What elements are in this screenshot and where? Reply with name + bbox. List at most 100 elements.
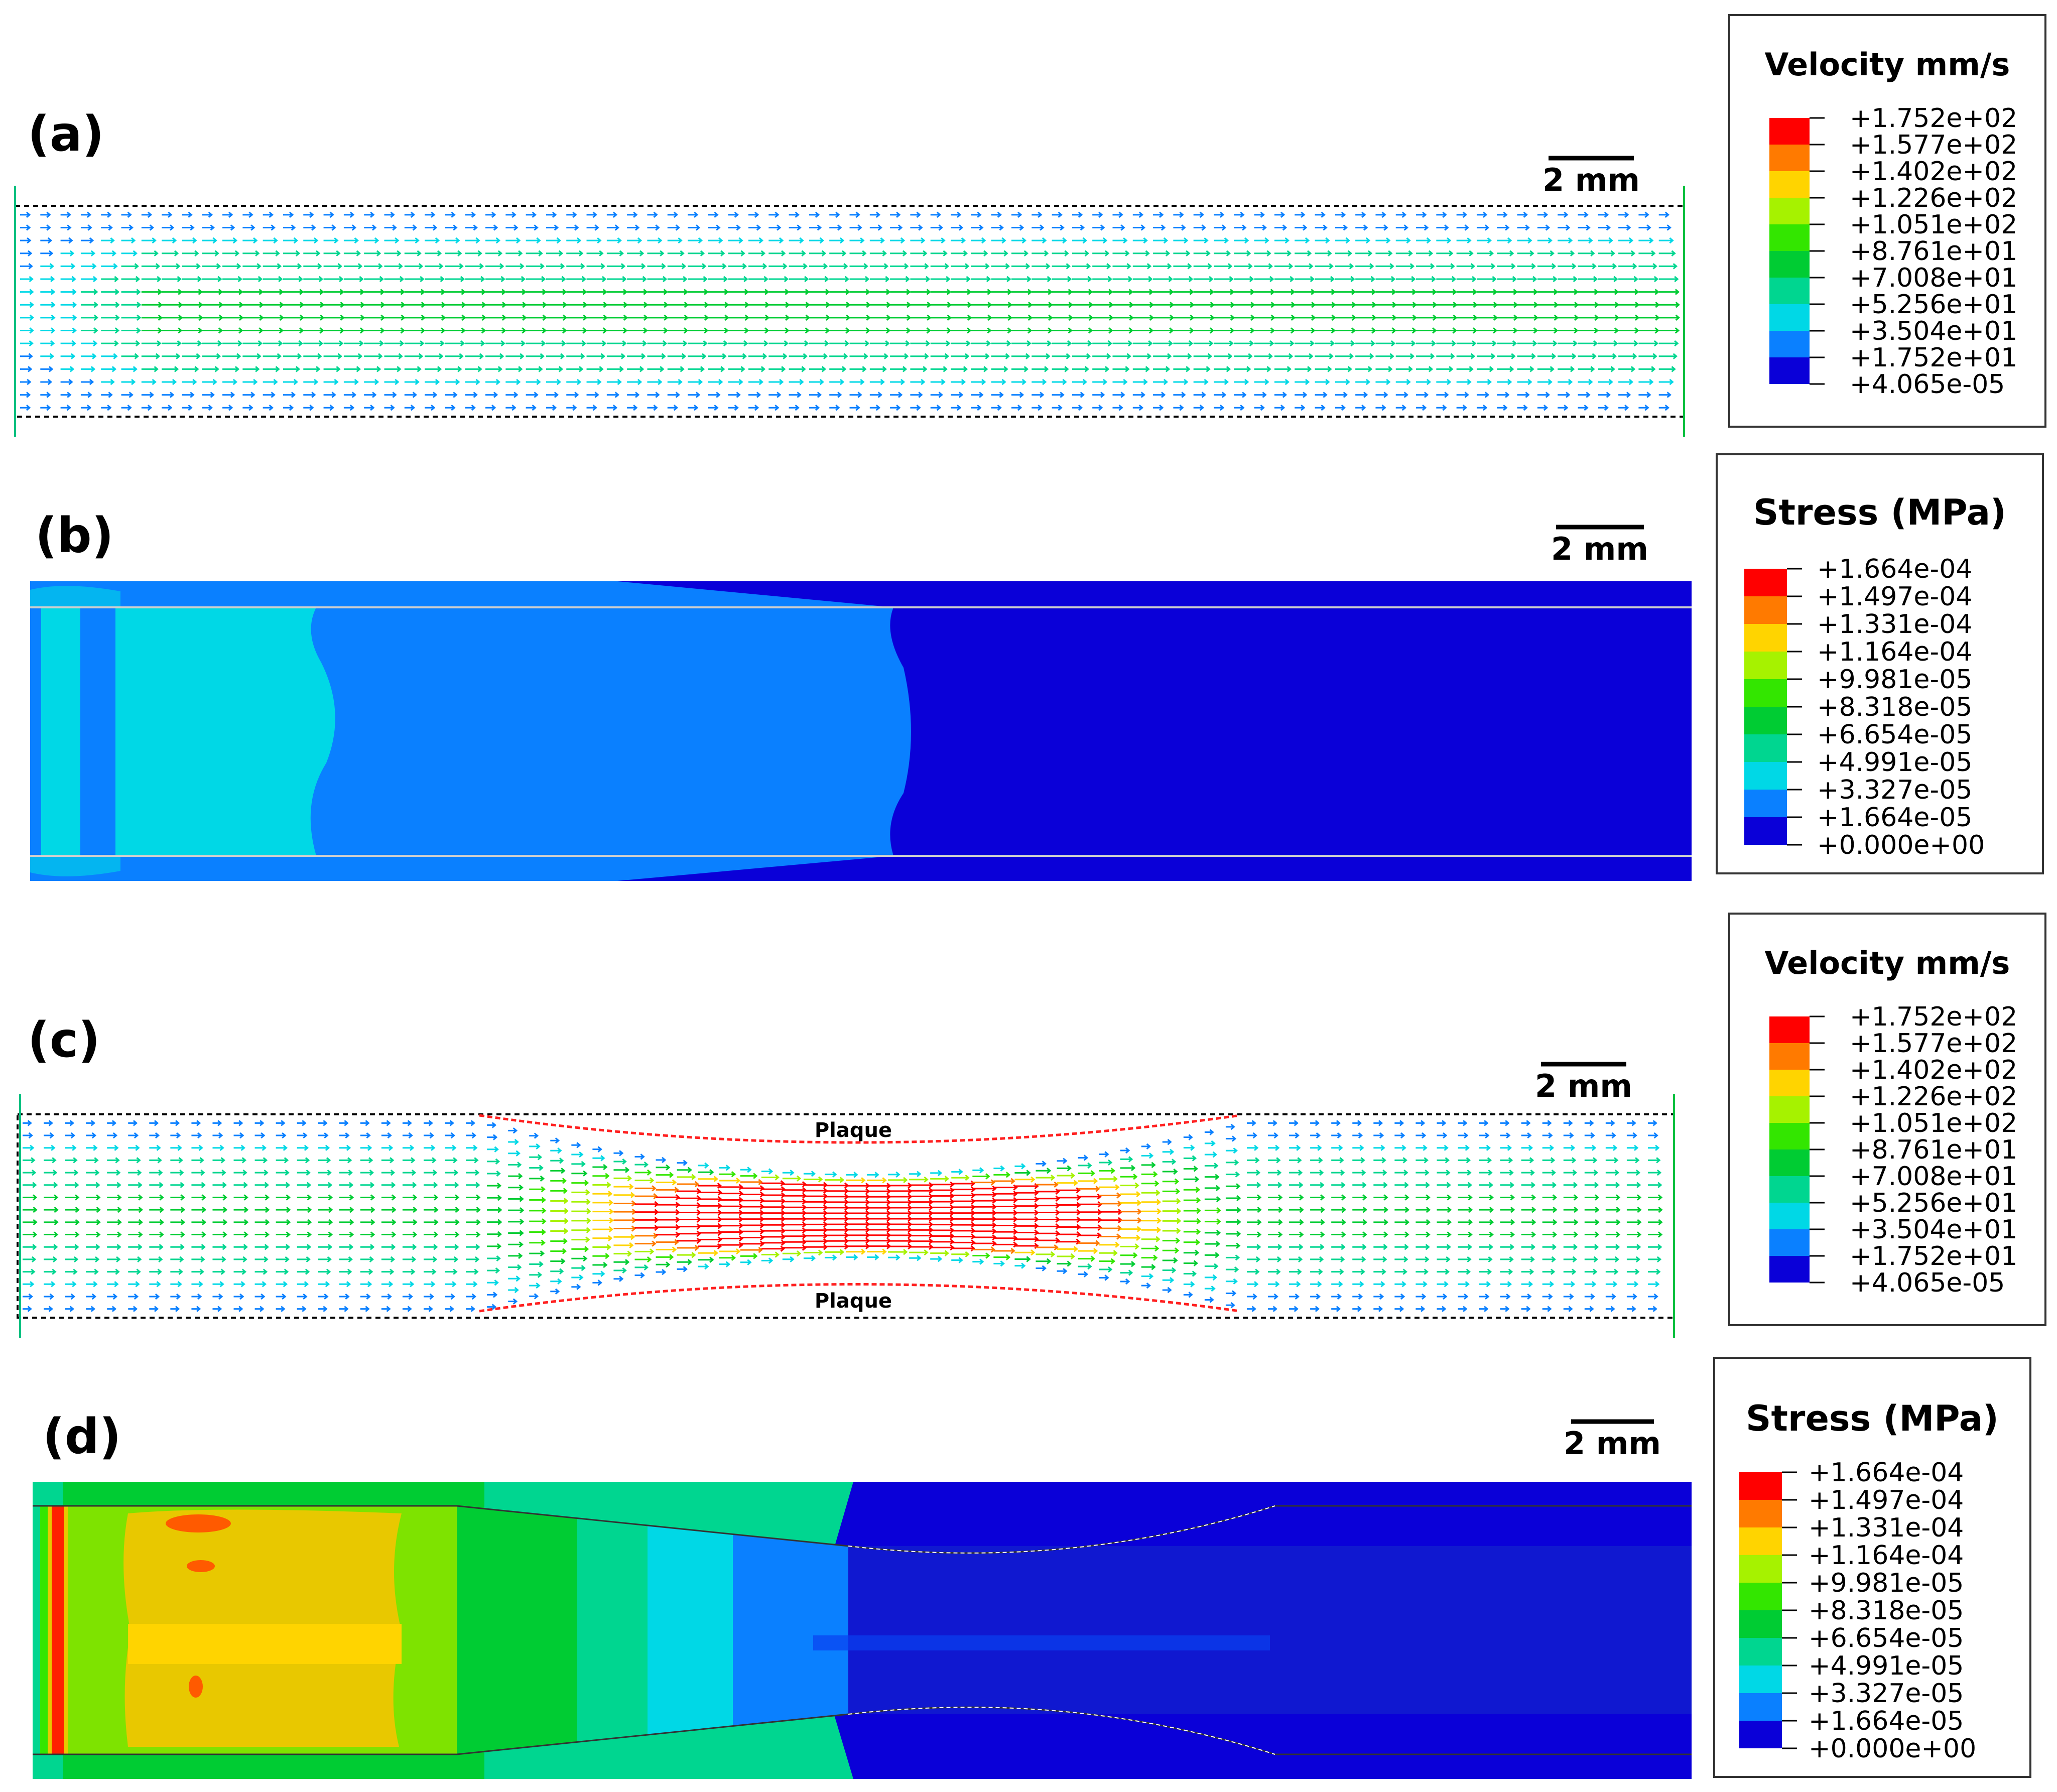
panel-b-legend-tick-label: +1.164e-04 [1817,637,1972,667]
panel-b-legend-tick-label: +4.991e-05 [1817,747,1972,778]
panel-d-legend-swatch [1739,1555,1782,1583]
panel-c-legend-title: Velocity mm/s [1765,945,2010,981]
panel-a-legend-tick-label: +1.577e+02 [1850,130,2017,160]
panel-b-legend-tick-label: +1.331e-04 [1817,609,1972,639]
panel-d-legend-swatch [1739,1693,1782,1721]
panel-d-stress-field: (d) 2 mm [33,1409,1692,1779]
panel-b-legend-tick-label: +0.000e+00 [1817,830,1985,860]
panel-a-legend-swatch [1769,198,1810,224]
panel-a-legend-swatch [1769,357,1810,384]
panel-c-legend-tick-label: +8.761e+01 [1850,1135,2017,1165]
panel-c-legend-swatch [1769,1016,1810,1043]
panel-b-stress-field: (b) 2 mm [30,507,1692,881]
panel-d-legend-tick-label: +1.164e-04 [1809,1541,1964,1571]
panel-c-domain-outline [17,1113,1675,1319]
panel-b-scale-label: 2 mm [1551,531,1648,567]
panel-d-legend-tick-label: +4.991e-05 [1809,1651,1964,1681]
plaque-boundary-top [479,1114,1240,1144]
panel-d-legend-swatch [1739,1527,1782,1555]
panel-a-legend-swatch [1769,224,1810,251]
panel-b-legend-swatch [1744,790,1787,817]
panel-a-legend-tick-label: +1.051e+02 [1850,210,2017,240]
panel-c-legend-tick-label: +3.504e+01 [1850,1215,2017,1245]
panel-a-label: (a) [28,106,104,162]
panel-c-legend-tick-label: +1.402e+02 [1850,1055,2017,1085]
panel-a-legend-title: Velocity mm/s [1765,46,2010,83]
plaque-label-bottom: Plaque [815,1290,892,1313]
panel-a-legend-tick-label: +5.256e+01 [1850,290,2017,320]
panel-d-legend-swatch [1739,1500,1782,1527]
panel-d-legend-tick-label: +0.000e+00 [1809,1734,1976,1764]
panel-c-legend-tick-label: +1.577e+02 [1850,1029,2017,1059]
panel-b-legend-swatch [1744,652,1787,679]
panel-b-legend-tick-label: +8.318e-05 [1817,692,1972,722]
panel-a-legend-tick-label: +1.226e+02 [1850,183,2017,213]
panel-a-legend-tick-label: +1.752e+02 [1850,103,2017,134]
panel-a-legend-tick-label: +7.008e+01 [1850,263,2017,293]
panel-b-label: (b) [35,507,113,564]
panel-c-legend-tick-label: +4.065e-05 [1850,1268,2005,1298]
panel-a-legend: Velocity mm/s +1.752e+02+1.577e+02+1.402e… [1728,14,2046,428]
panel-b-legend-swatch [1744,569,1787,596]
panel-a-legend-swatch [1769,145,1810,171]
panel-a-vector-arrows [20,211,1680,411]
panel-d-legend-swatch [1739,1472,1782,1500]
panel-d-scale-label: 2 mm [1564,1425,1661,1462]
panel-c-legend-tick-label: +1.051e+02 [1850,1108,2017,1138]
panel-d-label: (d) [43,1409,121,1465]
panel-a-legend-tick-label: +8.761e+01 [1850,236,2017,267]
panel-c-legend-swatch [1769,1070,1810,1096]
panel-d-legend-swatch [1739,1610,1782,1638]
panel-d-legend-tick-label: +9.981e-05 [1809,1568,1964,1598]
panel-c-legend-swatch [1769,1256,1810,1283]
panel-c-scale-bar: 2 mm [1535,1062,1632,1104]
panel-c-legend: Velocity mm/s +1.752e+02+1.577e+02+1.402e… [1728,913,2046,1326]
panel-c-scale-label: 2 mm [1535,1068,1632,1104]
panel-c-legend-swatch [1769,1176,1810,1203]
panel-d-legend-tick-label: +1.497e-04 [1809,1485,1964,1515]
panel-d-legend-tick-label: +1.664e-05 [1809,1706,1964,1736]
panel-d-legend-swatch [1739,1638,1782,1666]
panel-a-legend-swatch [1769,171,1810,198]
panel-b-legend-swatch [1744,817,1787,845]
panel-c-vector-arrows [23,1120,1663,1312]
panel-d-legend-tick-label: +1.331e-04 [1809,1513,1964,1543]
panel-b-legend-tick-label: +3.327e-05 [1817,775,1972,805]
panel-d-legend-swatch [1739,1666,1782,1693]
panel-d-scale-bar: 2 mm [1564,1419,1661,1462]
panel-a-legend-swatch [1769,331,1810,357]
panel-c-legend-swatch [1769,1043,1810,1070]
panel-a-legend-swatch [1769,251,1810,278]
panel-d-legend-tick-label: +3.327e-05 [1809,1679,1964,1709]
panel-a-legend-tick-label: +3.504e+01 [1850,316,2017,346]
panel-b-contour [30,581,1692,881]
plaque-label-top: Plaque [815,1119,892,1142]
panel-b-legend-tick-label: +1.497e-04 [1817,582,1972,612]
panel-b-legend-swatch [1744,707,1787,734]
panel-a-domain-outline [14,205,1685,418]
panel-b-legend-tick-label: +1.664e-05 [1817,803,1972,833]
panel-a-scale-label: 2 mm [1542,162,1640,198]
panel-a-scale-bar: 2 mm [1542,156,1640,198]
panel-c-legend-tick-label: +1.226e+02 [1850,1082,2017,1112]
panel-b-legend: Stress (MPa) +1.664e-04+1.497e-04+1.331e-… [1716,453,2044,874]
panel-c-legend-tick-label: +1.752e+02 [1850,1002,2017,1032]
panel-b-legend-swatch [1744,734,1787,762]
panel-b-legend-tick-label: +1.664e-04 [1817,554,1972,584]
panel-d-legend-tick-label: +6.654e-05 [1809,1623,1964,1653]
panel-a-legend-swatch [1769,118,1810,145]
panel-d-legend-tick-label: +8.318e-05 [1809,1596,1964,1626]
panel-c-legend-tick-label: +1.752e+01 [1850,1241,2017,1271]
panel-b-legend-tick-label: +6.654e-05 [1817,720,1972,750]
panel-c-legend-swatch [1769,1203,1810,1229]
panel-a-legend-tick-label: +1.752e+01 [1850,343,2017,373]
panel-b-legend-swatch [1744,624,1787,652]
panel-d-legend: Stress (MPa) +1.664e-04+1.497e-04+1.331e-… [1713,1357,2031,1778]
panel-c-label: (c) [28,1012,100,1068]
panel-d-contour [33,1482,1692,1779]
panel-a-legend-tick-label: +1.402e+02 [1850,157,2017,187]
panel-c-legend-tick-label: +5.256e+01 [1850,1188,2017,1218]
panel-b-legend-swatch [1744,679,1787,707]
panel-c-legend-swatch [1769,1096,1810,1123]
